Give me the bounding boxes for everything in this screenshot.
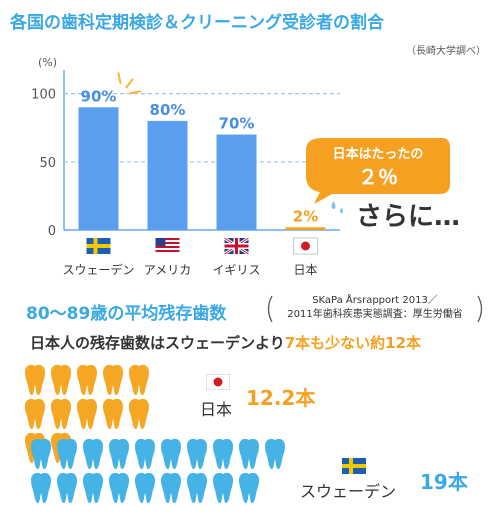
category-label: スウェーデン <box>62 262 134 277</box>
category-label: アメリカ <box>144 263 191 277</box>
section2-source-line1: SKaPa Årsrapport 2013／ <box>312 295 438 306</box>
tooth-icon <box>135 472 155 503</box>
y-tick-label: 100 <box>31 88 56 103</box>
y-tick-label: 0 <box>48 224 56 239</box>
tooth-icon <box>51 364 71 395</box>
sweden-flag-icon <box>86 238 111 254</box>
japan-flag-icon <box>293 237 318 255</box>
tooth-icon <box>77 398 97 429</box>
sparkle-icon <box>117 72 142 95</box>
section2-subtitle: 日本人の残存歯数はスウェーデンより7本も少ない約12本 <box>30 332 421 353</box>
bar-value-label: 80% <box>150 101 186 119</box>
uk-flag-icon <box>223 236 250 256</box>
tooth-icon <box>213 472 233 503</box>
tooth-icon <box>161 472 181 503</box>
tooth-icon <box>265 438 285 469</box>
usa-flag-icon <box>155 238 180 254</box>
source-brackets <box>267 295 483 323</box>
tooth-icon <box>187 472 207 503</box>
sweden-teeth-label: スウェーデン <box>300 482 397 501</box>
japan-teeth-value: 12.2本 <box>246 386 316 410</box>
bubble-line1: 日本はたったの <box>333 146 424 162</box>
subtitle-highlight: 7本も少ない約12本 <box>284 334 422 352</box>
tooth-icon <box>239 472 259 503</box>
tooth-icon <box>103 364 123 395</box>
tooth-icon <box>57 472 77 503</box>
bar-japan <box>285 227 326 230</box>
section2-source-line2: 2011年歯科疾患実態調査：厚生労働省 <box>287 309 463 320</box>
subtitle-part1: 日本人の残存歯数はスウェーデンより <box>30 334 285 352</box>
sweden-teeth-value: 19本 <box>420 470 468 494</box>
bar-sweden <box>78 107 119 230</box>
tooth-icon <box>187 438 207 469</box>
furthermore-text: さらに… <box>356 202 461 232</box>
tooth-icon <box>57 438 77 469</box>
japan-teeth-label: 日本 <box>200 400 233 419</box>
tooth-icon <box>25 398 45 429</box>
tooth-icon <box>83 472 103 503</box>
speech-bubble: 日本はたったの ２％ <box>306 138 450 204</box>
y-tick-label: 50 <box>39 156 56 171</box>
tooth-icon <box>83 438 103 469</box>
y-axis-label: (%) <box>38 56 57 69</box>
tooth-icon <box>213 438 233 469</box>
tooth-icon <box>161 438 181 469</box>
tooth-icon <box>135 438 155 469</box>
tooth-icon <box>25 364 45 395</box>
bar-chart: 0 50 100 (%) 90% スウェーデン 80% アメリカ 70% イギリス 2% 日本 <box>31 56 343 277</box>
tooth-icon <box>51 398 71 429</box>
bar-usa <box>147 120 188 230</box>
bubble-line2: ２％ <box>358 165 398 189</box>
chart-title: 各国の歯科定期検診＆クリーニング受診者の割合 <box>10 13 384 33</box>
category-label: イギリス <box>212 263 260 277</box>
chart-source: （長崎大学調べ） <box>406 46 486 57</box>
tooth-icon <box>109 472 129 503</box>
sweat-drop-icon <box>340 207 343 214</box>
tooth-icon <box>239 438 259 469</box>
section2-title: 80～89歳の平均残存歯数 <box>26 304 227 324</box>
tooth-icon <box>31 438 51 469</box>
tooth-icon <box>109 438 129 469</box>
sweden-teeth <box>30 438 300 504</box>
tooth-icon <box>103 398 123 429</box>
tooth-icon <box>31 472 51 503</box>
japan-flag-icon <box>206 374 230 390</box>
bar-uk <box>216 134 257 230</box>
speech-bubble-shape <box>306 138 450 204</box>
tooth-icon <box>77 364 97 395</box>
tooth-icon <box>129 398 149 429</box>
sweden-flag-icon <box>342 458 366 474</box>
bar-value-label: 2% <box>293 207 318 225</box>
bar-value-label: 70% <box>219 115 255 133</box>
sweat-drop-icon <box>331 201 336 210</box>
tooth-icon <box>129 364 149 395</box>
bar-value-label: 90% <box>81 87 117 105</box>
section2-source: SKaPa Årsrapport 2013／ 2011年歯科疾患実態調査：厚生労… <box>270 294 480 322</box>
category-label: 日本 <box>293 263 317 277</box>
